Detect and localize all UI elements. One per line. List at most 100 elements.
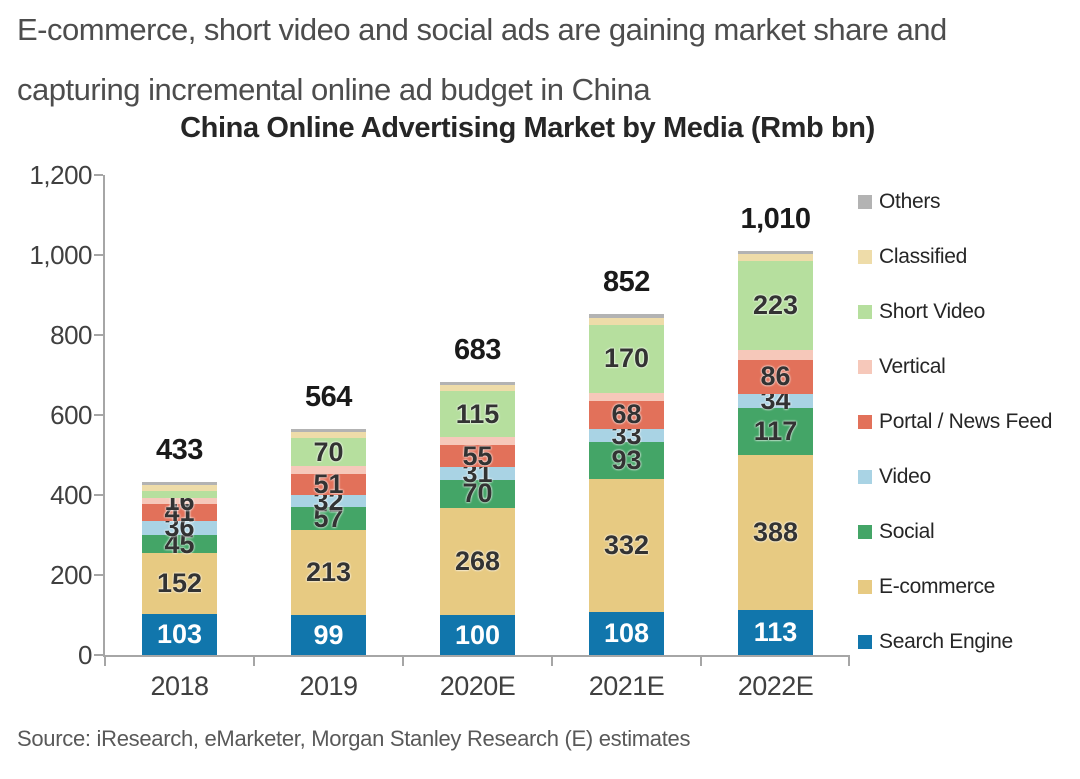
- segment-value-label: 51: [313, 468, 344, 499]
- segment-value-label: 70: [313, 436, 344, 467]
- legend-item-short-video: Short Video: [858, 299, 985, 325]
- plot-area: [103, 175, 850, 657]
- legend-swatch-short-video: [858, 305, 872, 319]
- legend-item-classified: Classified: [858, 244, 967, 270]
- segment-vertical-2022e: [738, 350, 813, 360]
- y-axis-tick-label: 600: [50, 400, 92, 430]
- legend-swatch-portal-news-feed: [858, 415, 872, 429]
- legend-swatch-search-engine: [858, 635, 872, 649]
- segment-video-2021e: 33: [589, 421, 664, 448]
- headline-line-2: capturing incremental online ad budget i…: [17, 72, 651, 107]
- x-axis-label-2019: 2019: [299, 671, 358, 701]
- x-axis-tick: [551, 657, 553, 666]
- x-axis-tick: [402, 657, 404, 666]
- legend-item-vertical: Vertical: [858, 354, 946, 380]
- segment-classified-2021e: [589, 317, 664, 325]
- segment-value-label: 115: [455, 398, 500, 429]
- segment-vertical-2021e: [589, 392, 664, 402]
- y-axis-tick-label: 200: [50, 560, 92, 590]
- segment-classified-2018: [142, 485, 217, 491]
- segment-search-engine-2022e: 113: [738, 609, 813, 655]
- legend-label-short-video: Short Video: [879, 300, 986, 323]
- bar-total-label-2020e: 683: [454, 333, 501, 366]
- legend-swatch-e-commerce: [858, 580, 872, 594]
- bar-total-label-2021e: 852: [603, 266, 650, 299]
- legend-item-social: Social: [858, 519, 935, 545]
- y-axis-tick-label: 0: [78, 640, 92, 670]
- y-axis-tick: [94, 334, 103, 336]
- y-axis-tick-label: 800: [50, 320, 92, 350]
- segment-search-engine-2019: 99: [291, 615, 366, 655]
- chart-title: China Online Advertising Market by Media…: [180, 112, 875, 144]
- segment-value-label: 152: [156, 567, 203, 598]
- x-axis-label-2020e: 2020E: [439, 671, 516, 701]
- y-axis-tick-label: 1,200: [29, 160, 92, 190]
- segment-portal-news-feed-2021e: 68: [589, 399, 664, 430]
- segment-vertical-2019: [291, 466, 366, 475]
- segment-search-engine-2021e: 108: [589, 611, 664, 655]
- y-axis-tick-label: 1,000: [29, 240, 92, 270]
- segment-short-video-2022e: 223: [738, 261, 813, 351]
- segment-others-2022e: [738, 251, 813, 254]
- segment-value-label: 100: [454, 619, 501, 650]
- x-axis-tick: [253, 657, 255, 666]
- segment-value-label: 57: [313, 503, 344, 534]
- segment-classified-2019: [291, 432, 366, 439]
- legend-label-video: Video: [879, 465, 931, 488]
- segment-e-commerce-2018: 152: [142, 553, 217, 614]
- legend-swatch-vertical: [858, 360, 872, 374]
- legend-swatch-video: [858, 470, 872, 484]
- segment-value-label: 103: [156, 618, 203, 649]
- segment-value-label: 113: [753, 616, 798, 647]
- segment-social-2020e: 70: [440, 478, 515, 509]
- x-axis-label-2021e: 2021E: [588, 671, 665, 701]
- headline-line-1: E-commerce, short video and social ads a…: [17, 12, 947, 47]
- segment-search-engine-2018: 103: [142, 613, 217, 655]
- segment-value-label: 268: [454, 545, 501, 576]
- segment-social-2022e: 117: [738, 407, 813, 455]
- source-note: Source: iResearch, eMarketer, Morgan Sta…: [17, 726, 691, 751]
- legend-label-vertical: Vertical: [879, 355, 946, 378]
- segment-others-2020e: [440, 381, 515, 385]
- segment-value-label: 170: [603, 343, 650, 374]
- legend-swatch-social: [858, 525, 872, 539]
- segment-value-label: 223: [752, 290, 799, 321]
- segment-classified-2022e: [738, 253, 813, 261]
- y-axis-tick: [94, 414, 103, 416]
- segment-value-label: 70: [462, 478, 493, 509]
- segment-value-label: 55: [462, 440, 493, 471]
- segment-video-2022e: 34: [738, 387, 813, 414]
- segment-short-video-2019: 70: [291, 436, 366, 467]
- bar-total-label-2018: 433: [156, 433, 203, 466]
- segment-short-video-2020e: 115: [440, 391, 515, 438]
- y-axis-tick: [94, 574, 103, 576]
- segment-portal-news-feed-2020e: 55: [440, 440, 515, 471]
- segment-vertical-2018: 16: [142, 487, 217, 514]
- segment-e-commerce-2020e: 268: [440, 507, 515, 615]
- legend-label-others: Others: [879, 190, 941, 213]
- legend-label-classified: Classified: [879, 245, 968, 268]
- segment-short-video-2021e: 170: [589, 324, 664, 393]
- segment-value-label: 93: [611, 444, 642, 475]
- segment-value-label: 117: [753, 415, 798, 446]
- segment-others-2018: [142, 481, 217, 485]
- legend-label-search-engine: Search Engine: [879, 630, 1013, 653]
- legend-item-e-commerce: E-commerce: [858, 574, 995, 600]
- segment-portal-news-feed-2019: 51: [291, 470, 366, 497]
- segment-value-label: 332: [603, 529, 650, 560]
- legend-label-social: Social: [879, 520, 935, 543]
- legend-swatch-classified: [858, 250, 872, 264]
- segment-classified-2020e: [440, 385, 515, 392]
- segment-value-label: 68: [611, 399, 642, 430]
- segment-value-label: 99: [313, 619, 344, 650]
- x-axis-label-2018: 2018: [150, 671, 209, 701]
- legend-item-others: Others: [858, 189, 941, 215]
- y-axis-tick: [94, 494, 103, 496]
- bar-total-label-2022e: 1,010: [740, 203, 811, 235]
- segment-social-2021e: 93: [589, 441, 664, 479]
- segment-e-commerce-2022e: 388: [738, 454, 813, 610]
- segment-value-label: 108: [603, 617, 650, 648]
- x-axis-tick: [700, 657, 702, 666]
- legend-label-e-commerce: E-commerce: [879, 575, 996, 598]
- legend-item-search-engine: Search Engine: [858, 629, 1013, 655]
